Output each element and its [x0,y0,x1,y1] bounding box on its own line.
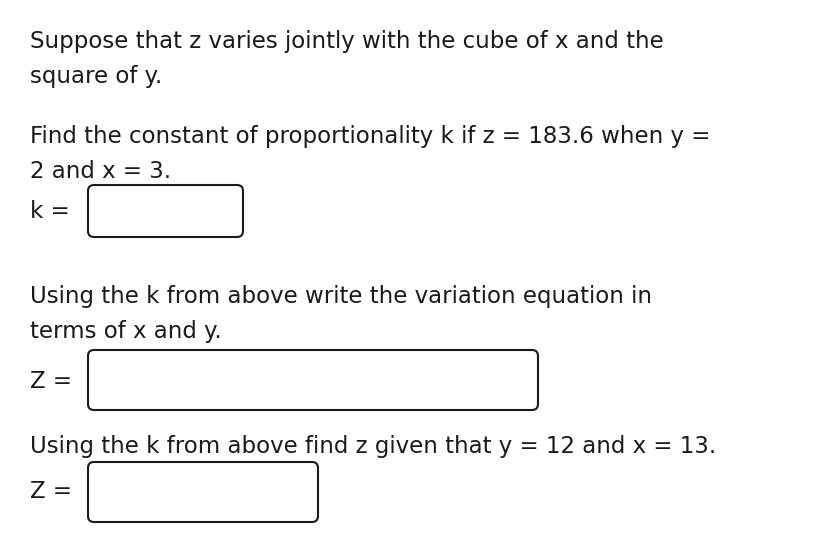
Text: k =: k = [30,200,69,223]
Text: Z =: Z = [30,480,72,503]
Text: square of y.: square of y. [30,65,162,88]
Text: Suppose that z varies jointly with the cube of x and the: Suppose that z varies jointly with the c… [30,30,663,53]
Text: Using the k from above find z given that y = 12 and x = 13.: Using the k from above find z given that… [30,435,715,458]
Text: Using the k from above write the variation equation in: Using the k from above write the variati… [30,285,651,308]
FancyBboxPatch shape [88,185,242,237]
FancyBboxPatch shape [88,350,538,410]
Text: Z =: Z = [30,370,72,393]
Text: 2 and x = 3.: 2 and x = 3. [30,160,171,183]
Text: terms of x and y.: terms of x and y. [30,320,222,343]
Text: Find the constant of proportionality k if z = 183.6 when y =: Find the constant of proportionality k i… [30,125,710,148]
FancyBboxPatch shape [88,462,318,522]
